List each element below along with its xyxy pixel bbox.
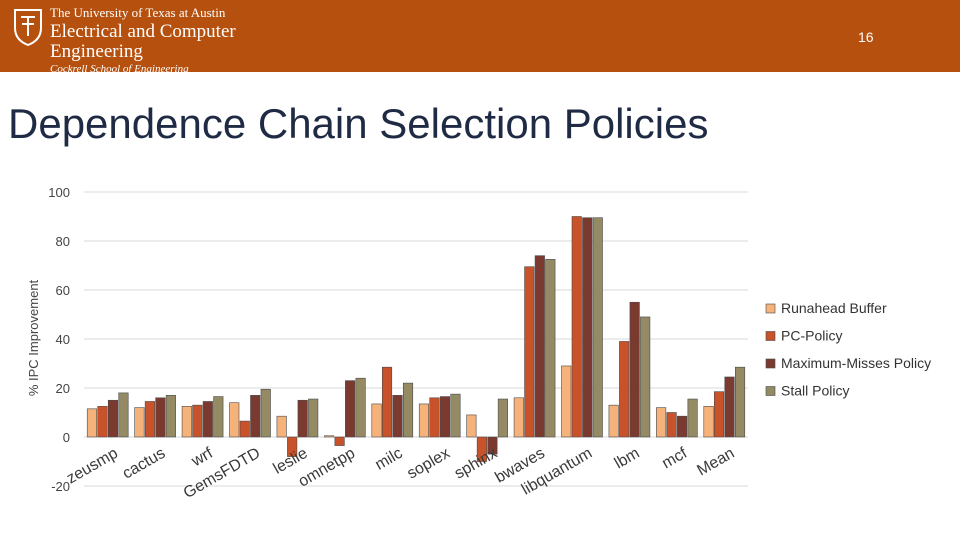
bar [97,406,108,438]
bar [487,436,498,455]
x-tick-label: wrf [188,444,216,470]
bar [545,259,556,438]
y-tick-label: -20 [51,479,70,494]
x-tick-label: sphinx [452,445,501,483]
bar [713,391,725,438]
bar [592,217,603,438]
x-tick-label: cactus [120,445,169,483]
legend-swatch [765,386,776,396]
x-tick-label: milc [372,445,405,474]
bar [392,395,403,438]
bar [608,404,619,438]
institution-block: The University of Texas at Austin Electr… [50,6,236,75]
slide-title: Dependence Chain Selection Policies [8,100,709,147]
bar [513,397,524,438]
bar [287,436,298,457]
bar [345,380,356,438]
bar [687,398,698,438]
y-tick-label: 40 [56,332,70,347]
bar [703,406,714,438]
bar [534,255,545,438]
x-tick-label: mcf [659,444,690,472]
bar [402,382,414,438]
bar [439,396,451,438]
bar [629,301,640,438]
page-number: 16 [858,29,874,45]
bar [229,402,240,438]
legend-swatch [765,303,776,314]
bar [134,407,145,438]
department-line2: Engineering [50,41,143,62]
bar [619,341,630,438]
bar [371,403,382,438]
bar [276,415,287,438]
bar [734,366,746,438]
bar [213,396,224,438]
y-axis-label: % IPC Improvement [26,279,41,396]
university-name: The University of Texas at Austin [50,5,226,20]
bar [724,376,735,438]
y-tick-label: 80 [56,234,70,249]
bar [239,420,250,438]
y-tick-label: 100 [48,185,70,200]
bar [297,399,308,438]
y-tick-label: 0 [63,430,70,445]
bar [429,397,440,438]
bar [497,398,508,438]
bar [107,399,119,438]
bar [582,217,593,438]
bar [656,407,667,438]
legend-swatch [765,331,776,341]
legend-label: Runahead Buffer [781,300,887,316]
bar [181,406,192,438]
bar [250,395,261,438]
x-tick-label: soplex [404,445,453,483]
bar [476,436,487,462]
bar [324,435,335,438]
header-bar: The University of Texas at Austin Electr… [0,0,960,75]
bar [334,436,345,446]
bar [677,415,688,438]
legend-label: PC-Policy [781,328,842,344]
bar [192,404,203,438]
legend-swatch [765,358,776,369]
bar [118,392,129,438]
legend-label: Stall Policy [781,383,849,399]
x-tick-label: zeusmp [64,445,121,488]
bar [466,414,477,438]
bar [561,365,572,438]
bar [640,316,651,438]
bar [155,397,166,438]
y-tick-label: 60 [56,283,70,298]
bar [308,398,319,438]
x-tick-label: lbm [612,445,643,473]
bar [355,377,366,438]
bar [202,401,213,438]
bar [260,388,271,438]
bar [165,395,176,438]
school-name: Cockrell School of Engineering [50,63,189,75]
department-line1: Electrical and Computer [50,21,236,42]
x-tick-label: Mean [694,445,737,480]
bar [418,403,430,438]
bar [86,408,98,438]
university-seal-icon [14,9,42,46]
bar [381,366,393,438]
bar [524,266,535,438]
bar [666,412,677,438]
y-tick-label: 20 [56,381,70,396]
bar [571,216,582,438]
bar [144,401,155,438]
bar [450,393,461,438]
legend-label: Maximum-Misses Policy [781,355,931,371]
